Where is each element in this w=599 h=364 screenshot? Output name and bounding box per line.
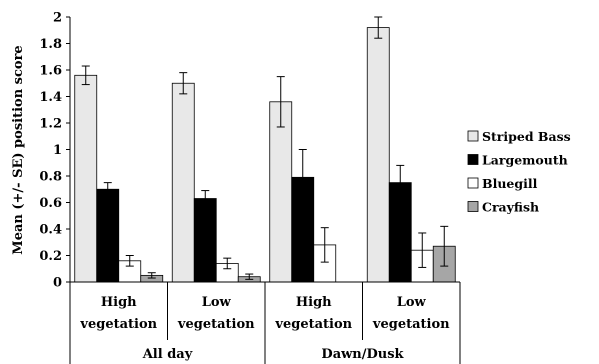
legend-swatch-crayfish xyxy=(467,201,479,212)
x-tick-label-line2-2: vegetation xyxy=(274,317,352,332)
legend-label-largemouth: Largemouth xyxy=(482,153,568,168)
bars xyxy=(74,27,456,283)
error-bar-striped-bass-1 xyxy=(179,72,188,95)
legend-label-crayfish: Crayfish xyxy=(482,200,539,215)
bar-striped-bass-0 xyxy=(74,74,98,283)
error-bar-bluegill-3 xyxy=(418,232,427,268)
legend-label-bluegill: Bluegill xyxy=(482,176,538,191)
y-tick-label-9: 1.8 xyxy=(39,37,62,52)
bar-striped-bass-1 xyxy=(171,82,195,283)
x-axis-labels: High vegetation Low vegetation High vegetatio… xyxy=(79,295,450,362)
x-tick-label-line1-1: Low xyxy=(202,295,232,310)
error-bar-striped-bass-0 xyxy=(81,65,90,86)
legend-swatch-largemouth xyxy=(467,154,479,165)
y-axis-label: Mean (+/- SE) position score xyxy=(11,45,26,254)
bar-striped-bass-2 xyxy=(269,101,293,283)
error-bars xyxy=(81,16,449,280)
legend-label-striped-bass: Striped Bass xyxy=(482,129,571,144)
y-tick-label-0: 0 xyxy=(53,276,62,291)
y-tick-label-4: 0.8 xyxy=(39,170,62,185)
error-bar-bluegill-0 xyxy=(125,255,134,267)
y-tick-label-5: 1 xyxy=(53,143,62,158)
error-bar-striped-bass-3 xyxy=(374,16,383,39)
group-label-1: Dawn/Dusk xyxy=(321,347,404,362)
y-tick-label-8: 1.6 xyxy=(39,64,62,79)
error-bar-crayfish-1 xyxy=(245,273,254,280)
x-tick-label-line2-0: vegetation xyxy=(79,317,157,332)
x-tick-label-line1-0: High xyxy=(101,295,137,310)
error-bar-largemouth-1 xyxy=(201,190,210,207)
error-bar-striped-bass-2 xyxy=(276,76,285,128)
x-tick-label-line1-2: High xyxy=(296,295,332,310)
error-bar-crayfish-0 xyxy=(147,272,156,279)
x-tick-label-line2-1: vegetation xyxy=(177,317,255,332)
bar-largemouth-0 xyxy=(96,188,120,283)
y-tick-label-1: 0.2 xyxy=(39,249,62,264)
bar-largemouth-1 xyxy=(193,198,217,283)
y-tick-label-6: 1.2 xyxy=(39,117,62,132)
error-bar-bluegill-1 xyxy=(223,257,232,270)
y-tick-label-3: 0.6 xyxy=(39,196,62,211)
error-bar-bluegill-2 xyxy=(320,227,329,263)
axes xyxy=(69,17,461,364)
bar-striped-bass-3 xyxy=(366,27,390,283)
x-tick-label-line1-3: Low xyxy=(397,295,427,310)
error-bar-largemouth-3 xyxy=(396,164,405,201)
group-label-0: All day xyxy=(142,347,193,362)
y-tick-label-10: 2 xyxy=(53,11,62,26)
legend-swatch-bluegill xyxy=(467,177,479,189)
x-tick-label-line2-3: vegetation xyxy=(372,317,450,332)
error-bar-largemouth-2 xyxy=(298,149,307,206)
y-axis-ticks: 0 0.2 0.4 0.6 0.8 1 1.2 1.4 1.6 1.8 2 xyxy=(39,11,70,291)
legend: Striped Bass Largemouth Bluegill Crayfish xyxy=(467,129,571,215)
error-bar-largemouth-0 xyxy=(103,182,112,197)
legend-swatch-striped-bass xyxy=(467,130,479,142)
error-bar-crayfish-3 xyxy=(440,225,449,267)
y-tick-label-7: 1.4 xyxy=(39,90,62,105)
y-tick-label-2: 0.4 xyxy=(39,223,62,238)
